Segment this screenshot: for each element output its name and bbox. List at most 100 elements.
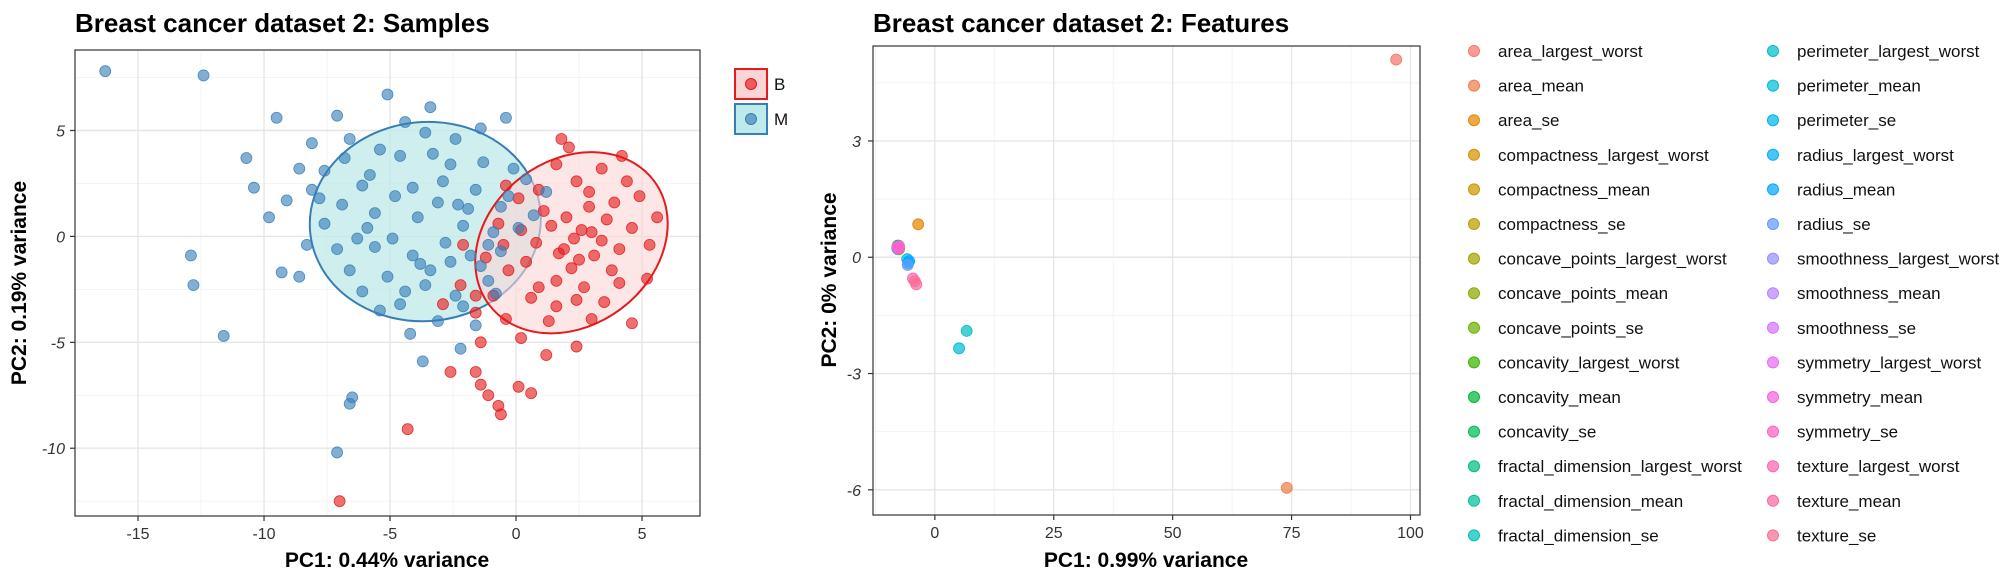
sample-point-M	[394, 150, 407, 162]
sample-point-M	[368, 241, 381, 253]
legend-point-M	[745, 113, 757, 125]
legend-point-area_se	[1468, 114, 1480, 127]
legend-point-compactness_se	[1468, 218, 1480, 230]
sample-point-B	[542, 315, 555, 328]
feature-point-area_mean	[1280, 481, 1293, 494]
sample-point-M	[406, 181, 419, 194]
sample-point-M	[474, 122, 487, 135]
features-points	[891, 53, 1403, 494]
sample-point-M	[500, 111, 512, 124]
legend-point-symmetry_mean	[1767, 391, 1779, 403]
sample-point-M	[444, 158, 457, 171]
samples-x-tick-label: -5	[383, 526, 397, 543]
sample-point-M	[270, 111, 283, 124]
sample-point-B	[621, 175, 633, 188]
sample-point-B	[595, 234, 608, 247]
legend-point-perimeter_mean	[1767, 79, 1779, 92]
sample-point-M	[99, 65, 112, 78]
sample-point-M	[457, 300, 470, 313]
sample-point-B	[550, 300, 563, 313]
sample-point-M	[368, 207, 381, 220]
legend-label-area_largest_worst: area_largest_worst	[1498, 42, 1643, 61]
samples-y-axis-title: PC2: 0.19% variance	[8, 181, 31, 385]
sample-point-M	[432, 315, 444, 328]
sample-point-B	[570, 175, 583, 188]
sample-point-M	[343, 264, 356, 277]
sample-point-M	[293, 270, 306, 283]
sample-point-M	[469, 319, 482, 332]
sample-point-B	[568, 232, 580, 245]
sample-point-B	[512, 192, 525, 205]
sample-point-B	[333, 495, 346, 508]
sample-point-M	[185, 249, 197, 262]
sample-point-M	[437, 175, 449, 188]
samples-x-axis-title: PC1: 0.44% variance	[285, 549, 489, 572]
sample-point-M	[419, 126, 432, 139]
legend-point-perimeter_largest_worst	[1767, 45, 1779, 57]
sample-point-B	[500, 313, 512, 325]
feature-point-texture_se	[908, 275, 921, 288]
legend-point-B	[745, 78, 757, 90]
sample-point-M	[527, 209, 540, 222]
sample-point-M	[331, 243, 343, 256]
sample-point-M	[318, 217, 331, 230]
sample-point-M	[386, 232, 399, 245]
sample-point-B	[560, 211, 573, 224]
legend-point-smoothness_largest_worst	[1767, 252, 1779, 265]
samples-y-tick-label: -5	[51, 335, 65, 352]
legend-point-texture_mean	[1767, 494, 1779, 507]
legend-point-concavity_se	[1468, 425, 1480, 438]
sample-point-B	[545, 219, 558, 232]
sample-point-M	[457, 219, 470, 232]
features-y-tick-label: 3	[852, 134, 861, 151]
sample-point-M	[432, 196, 444, 209]
sample-point-M	[452, 198, 464, 211]
samples-x-ticks: -15 -10 -5 0 5	[126, 516, 647, 543]
sample-point-M	[520, 173, 533, 186]
feature-point-radius_se	[901, 259, 914, 271]
samples-legend: BM	[734, 68, 788, 135]
sample-point-B	[469, 366, 482, 378]
sample-point-M	[374, 143, 386, 156]
sample-point-B	[532, 281, 545, 294]
features-y-ticks: -6 -3 0 3	[847, 134, 873, 500]
features-y-tick-label: -3	[847, 367, 861, 384]
feature-point-perimeter_largest_worst	[960, 324, 973, 337]
legend-point-texture_largest_worst	[1767, 460, 1779, 473]
sample-point-M	[449, 133, 462, 145]
sample-point-M	[411, 211, 424, 224]
legend-point-fractal_dimension_se	[1468, 529, 1480, 542]
sample-point-B	[474, 378, 487, 391]
sample-point-M	[300, 238, 313, 251]
sample-point-B	[437, 298, 449, 311]
legend-point-concave_points_se	[1468, 321, 1480, 334]
sample-point-M	[399, 116, 412, 128]
sample-point-B	[502, 264, 515, 277]
sample-point-B	[651, 211, 664, 224]
legend-label-concavity_se: concavity_se	[1498, 423, 1596, 442]
legend-label-area_se: area_se	[1498, 111, 1559, 130]
sample-point-B	[444, 366, 457, 378]
sample-point-B	[552, 247, 565, 260]
samples-x-tick-label: 5	[638, 526, 647, 543]
features-grid	[873, 46, 1420, 515]
sample-point-M	[424, 101, 437, 114]
sample-point-B	[615, 150, 628, 162]
sample-point-B	[555, 133, 568, 145]
sample-point-B	[570, 340, 583, 353]
sample-point-B	[563, 141, 575, 154]
features-x-axis-title: PC1: 0.99% variance	[1044, 549, 1248, 572]
feature-point-perimeter_mean	[953, 342, 965, 355]
legend-label-M: M	[774, 110, 788, 129]
samples-panel-border	[74, 49, 701, 517]
legend-label-symmetry_mean: symmetry_mean	[1797, 388, 1923, 407]
samples-y-tick-label: 5	[56, 123, 65, 140]
sample-point-M	[338, 152, 351, 164]
sample-point-M	[495, 200, 507, 213]
legend-label-concavity_mean: concavity_mean	[1498, 388, 1621, 407]
sample-point-B	[474, 336, 487, 349]
legend-label-perimeter_se: perimeter_se	[1797, 111, 1896, 130]
sample-point-M	[363, 169, 376, 181]
legend-label-compactness_mean: compactness_mean	[1498, 180, 1650, 199]
legend-point-area_largest_worst	[1468, 45, 1480, 57]
